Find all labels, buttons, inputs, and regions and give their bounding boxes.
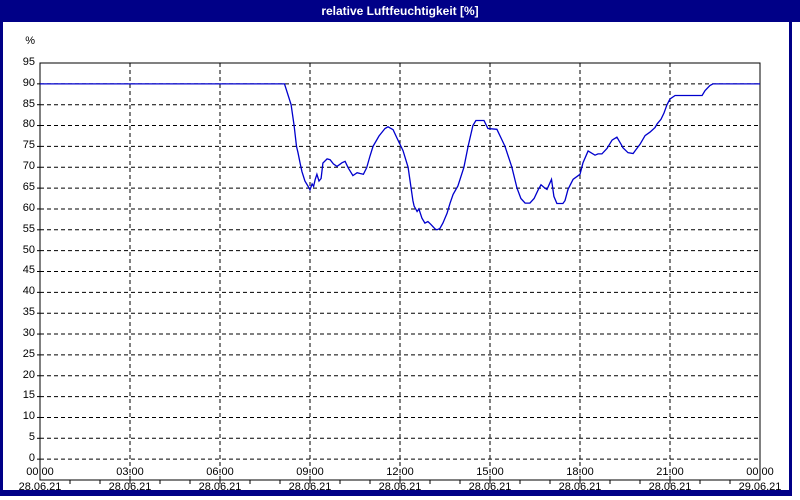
humidity-series-line	[40, 83, 760, 231]
x-axis-time-label: 03:00	[116, 466, 144, 478]
x-axis-time-label: 21:00	[656, 466, 684, 478]
y-axis-tick-label: 90	[22, 77, 35, 89]
plot-border	[39, 62, 761, 481]
window-frame-right	[789, 22, 792, 496]
x-axis-time-label: 15:00	[476, 466, 504, 478]
y-axis-tick-label: 30	[22, 327, 35, 339]
y-axis-tick-label: 50	[22, 244, 35, 256]
y-axis-tick-label: 80	[22, 118, 35, 130]
y-axis-tick-label: 75	[22, 139, 35, 151]
window-frame-left	[0, 22, 3, 496]
y-axis-tick-label: 5	[28, 431, 35, 443]
title-bar: relative Luftfeuchtigkeit [%]	[0, 0, 800, 22]
x-axis-time-label: 18:00	[566, 466, 594, 478]
window-frame-bottom	[0, 490, 792, 496]
humidity-chart: % 95 90 85 80 75 70 65 60 55 50 45 40 35 30 25 20 15 10 5 0 …	[0, 22, 789, 493]
y-axis-unit-label: %	[25, 35, 35, 47]
y-axis-tick-label: 0	[28, 452, 35, 464]
y-axis-tick-label: 35	[22, 306, 35, 318]
x-axis-time-label: 09:00	[296, 466, 324, 478]
y-axis-tick-label: 40	[22, 285, 35, 297]
y-axis-tick-label: 95	[22, 56, 35, 68]
y-axis-tick-label: 20	[22, 369, 35, 381]
x-axis-time-label: 00:00	[26, 466, 54, 478]
x-axis-time-label: 00:00	[746, 466, 774, 478]
y-axis-tick-label: 70	[22, 160, 35, 172]
y-axis-tick-label: 65	[22, 181, 35, 193]
y-axis-tick-label: 45	[22, 264, 35, 276]
y-axis-tick-label: 85	[22, 98, 35, 110]
window-title: relative Luftfeuchtigkeit [%]	[321, 4, 479, 18]
y-axis-tick-label: 15	[22, 389, 35, 401]
y-axis-tick-label: 25	[22, 348, 35, 360]
y-axis-tick-label: 10	[22, 410, 35, 422]
y-axis-tick-label: 55	[22, 223, 35, 235]
x-axis-time-label: 12:00	[386, 466, 414, 478]
y-axis-tick-label: 60	[22, 202, 35, 214]
chart-plot	[37, 62, 761, 484]
x-axis-time-label: 06:00	[206, 466, 234, 478]
